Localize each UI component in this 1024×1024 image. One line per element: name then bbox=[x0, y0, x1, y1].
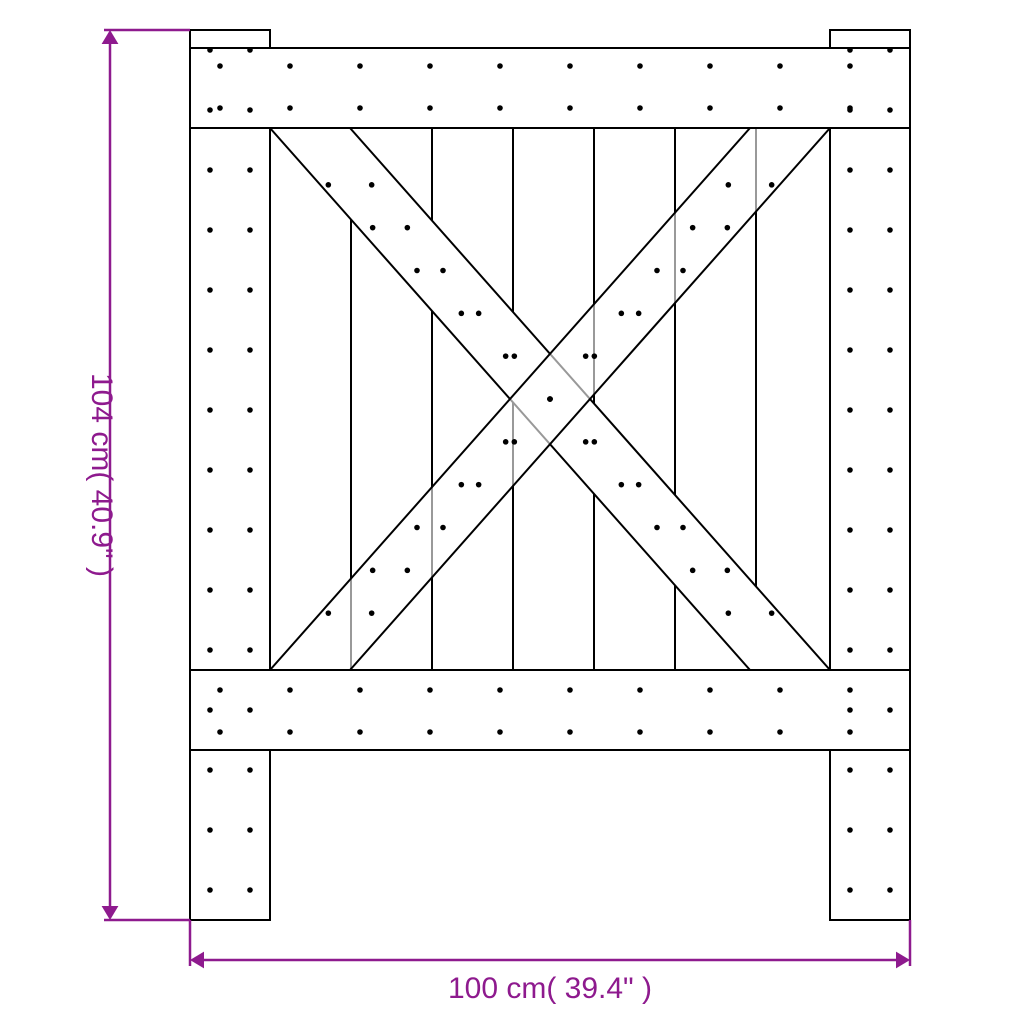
height-label: 104 cm( 40.9" ) bbox=[85, 373, 118, 577]
posts bbox=[190, 30, 910, 920]
width-label: 100 cm( 39.4" ) bbox=[448, 972, 652, 1005]
diagram-svg: 104 cm( 40.9" ) 100 cm( 39.4" ) bbox=[0, 0, 1024, 1024]
diagram-stage: 104 cm( 40.9" ) 100 cm( 39.4" ) bbox=[0, 0, 1024, 1024]
